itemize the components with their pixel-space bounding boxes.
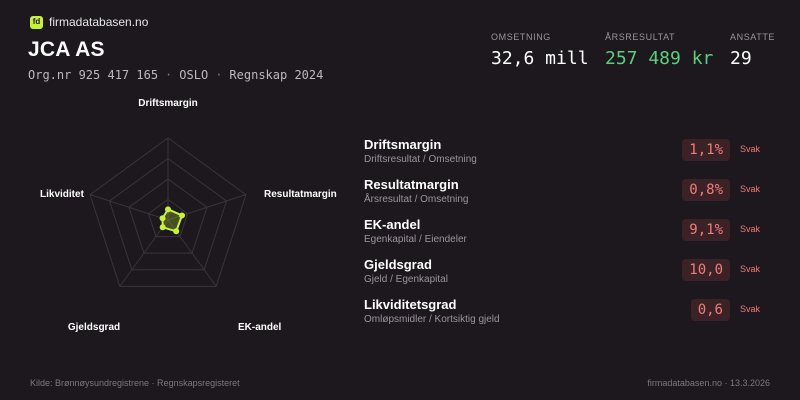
metric-status: Svak [739,224,760,234]
metric-formula: Årsresultat / Omsetning [364,194,469,205]
radar-point-resultatmargin [179,212,186,219]
radar-point-likviditet [159,215,166,222]
radar-grid [89,137,247,287]
metric-formula: Gjeld / Egenkapital [364,274,448,285]
radar-axis-label-driftsmargin: Driftsmargin [138,98,197,109]
metric-name: Gjeldsgrad [364,257,432,272]
metric-formula: Omløpsmidler / Kortsiktig gjeld [364,314,500,325]
kpi-value: 29 [730,48,752,69]
metric-value-badge: 0,6 [690,299,730,321]
metric-row-likviditetsgrad: Likviditetsgrad Omløpsmidler / Kortsikti… [364,297,764,333]
separator-dot: · [215,68,223,82]
brand-name[interactable]: firmadatabasen.no [49,15,149,29]
kpi-annual-result: ÅRSRESULTAT 257 489 kr [605,32,713,69]
accounting-period: Regnskap 2024 [229,68,324,82]
kpi-label: OMSETNING [491,32,551,42]
metric-name: Likviditetsgrad [364,297,457,312]
radar-point-ek-andel [173,228,180,235]
kpi-label: ÅRSRESULTAT [605,32,676,42]
footer-source: Kilde: Brønnøysundregistrene · Regnskaps… [30,378,240,388]
metric-value-badge: 0,8% [682,179,730,201]
radar-axis-label-ek-andel: EK-andel [238,322,282,333]
radar-points [159,206,186,235]
metric-value-badge: 10,0 [682,259,730,281]
kpi-label: ANSATTE [730,32,776,42]
radar-axis-label-gjeldsgrad: Gjeldsgrad [68,322,120,333]
company-city: OSLO [179,68,209,82]
company-meta: Org.nr 925 417 165 · OSLO · Regnskap 2024 [28,68,323,82]
kpi-value: 32,6 mill [491,48,589,69]
radar-axis-line [119,219,169,287]
radar-point-driftsmargin [165,206,171,213]
radar-chart: Driftsmargin Resultatmargin EK-andel Gje… [40,98,337,333]
radar-grid-ring [147,198,189,238]
kpi-employees: ANSATTE 29 [730,32,775,69]
kpi-value: 257 489 kr [605,48,714,69]
metric-status: Svak [739,264,760,274]
metric-row-resultatmargin: Resultatmargin Årsresultat / Omsetning 0… [364,177,764,213]
brand-logo-icon: fd [30,15,43,29]
metric-row-driftsmargin: Driftsmargin Driftsresultat / Omsetning … [364,137,764,173]
kpi-revenue: OMSETNING 32,6 mill [491,32,589,69]
metric-name: Driftsmargin [364,137,442,152]
metric-value-badge: 1,1% [682,139,730,161]
metric-status: Svak [739,184,760,194]
metric-status: Svak [739,144,760,154]
metric-row-gjeldsgrad: Gjeldsgrad Gjeld / Egenkapital 10,0 Svak [364,257,764,293]
company-name: JCA AS [28,38,105,61]
metric-name: EK-andel [364,217,421,232]
footer-site-date: firmadatabasen.no · 13.3.2026 [647,378,770,388]
org-number: Org.nr 925 417 165 [28,68,159,82]
radar-grid-ring [108,157,228,271]
radar-grid-ring [128,178,208,254]
radar-axis-label-resultatmargin: Resultatmargin [264,189,337,200]
brand: fd firmadatabasen.no [30,15,148,29]
radar-grid-ring [89,137,247,287]
radar-axis-label-likviditet: Likviditet [40,189,85,200]
radar-axis-line [89,194,169,221]
metric-formula: Driftsresultat / Omsetning [364,154,477,165]
metric-row-ek-andel: EK-andel Egenkapital / Eiendeler 9,1% Sv… [364,217,764,253]
metric-name: Resultatmargin [364,177,459,192]
radar-point-gjeldsgrad [159,224,166,231]
metric-status: Svak [739,304,760,314]
metric-formula: Egenkapital / Eiendeler [364,234,467,245]
separator-dot: · [165,68,173,82]
metric-value-badge: 9,1% [682,219,730,241]
